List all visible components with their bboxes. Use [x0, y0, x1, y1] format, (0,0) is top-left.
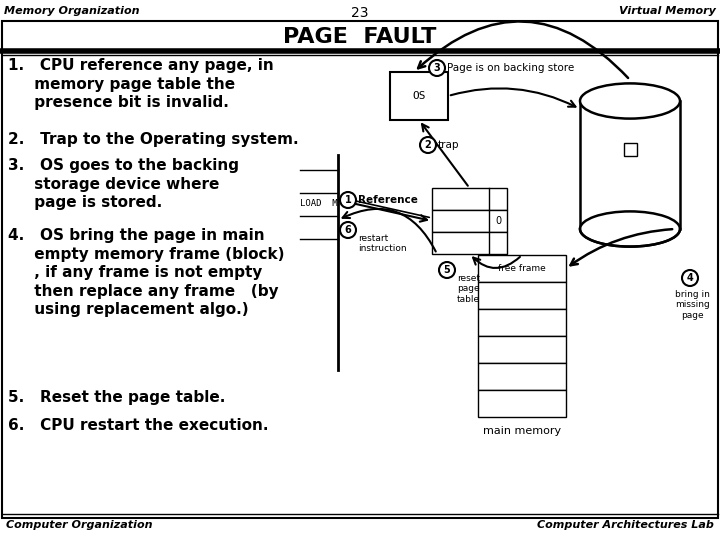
Text: main memory: main memory — [483, 426, 561, 436]
Bar — [478, 336, 566, 363]
Text: 6.   CPU restart the execution.: 6. CPU restart the execution. — [8, 418, 269, 433]
Text: PAGE  FAULT: PAGE FAULT — [283, 27, 437, 47]
Circle shape — [340, 192, 356, 208]
Text: Virtual Memory: Virtual Memory — [619, 6, 716, 16]
Bar — [390, 72, 448, 120]
Text: 6: 6 — [345, 225, 351, 235]
Circle shape — [340, 222, 356, 238]
Text: free frame: free frame — [498, 264, 546, 273]
Circle shape — [420, 137, 436, 153]
Text: OS: OS — [413, 91, 426, 101]
Bar — [478, 390, 566, 417]
Text: 23: 23 — [351, 6, 369, 20]
Text: 0: 0 — [495, 216, 501, 226]
Text: 3: 3 — [433, 63, 441, 73]
Text: bring in
missing
page: bring in missing page — [675, 290, 709, 320]
Text: 5.   Reset the page table.: 5. Reset the page table. — [8, 390, 225, 405]
Bar — [432, 232, 507, 254]
Text: 4: 4 — [687, 273, 693, 283]
Text: reset
page
table: reset page table — [457, 274, 480, 304]
Ellipse shape — [580, 211, 680, 247]
Text: 1.   CPU reference any page, in
     memory page table the
     presence bit is : 1. CPU reference any page, in memory pag… — [8, 58, 274, 110]
Text: restart
instruction: restart instruction — [358, 234, 407, 253]
Text: Reference: Reference — [358, 195, 418, 205]
Circle shape — [682, 270, 698, 286]
Text: 3.   OS goes to the backing
     storage device where
     page is stored.: 3. OS goes to the backing storage device… — [8, 158, 239, 210]
Text: 1: 1 — [345, 195, 351, 205]
Text: Computer Architectures Lab: Computer Architectures Lab — [537, 520, 714, 530]
Text: 4.   OS bring the page in main
     empty memory frame (block)
     , if any fra: 4. OS bring the page in main empty memor… — [8, 228, 284, 318]
Text: trap: trap — [438, 140, 459, 150]
Text: 2.   Trap to the Operating system.: 2. Trap to the Operating system. — [8, 132, 299, 147]
Ellipse shape — [580, 83, 680, 119]
Bar — [478, 255, 566, 282]
Bar — [478, 282, 566, 309]
Bar — [432, 210, 507, 232]
Bar — [478, 309, 566, 336]
Text: Memory Organization: Memory Organization — [4, 6, 140, 16]
Circle shape — [439, 262, 455, 278]
Text: LOAD  M: LOAD M — [300, 199, 338, 208]
Bar — [624, 143, 636, 156]
Text: Page is on backing store: Page is on backing store — [447, 63, 575, 73]
Text: Computer Organization: Computer Organization — [6, 520, 153, 530]
Bar — [432, 188, 507, 210]
Text: 5: 5 — [444, 265, 451, 275]
Bar — [478, 363, 566, 390]
Circle shape — [429, 60, 445, 76]
Text: 2: 2 — [425, 140, 431, 150]
